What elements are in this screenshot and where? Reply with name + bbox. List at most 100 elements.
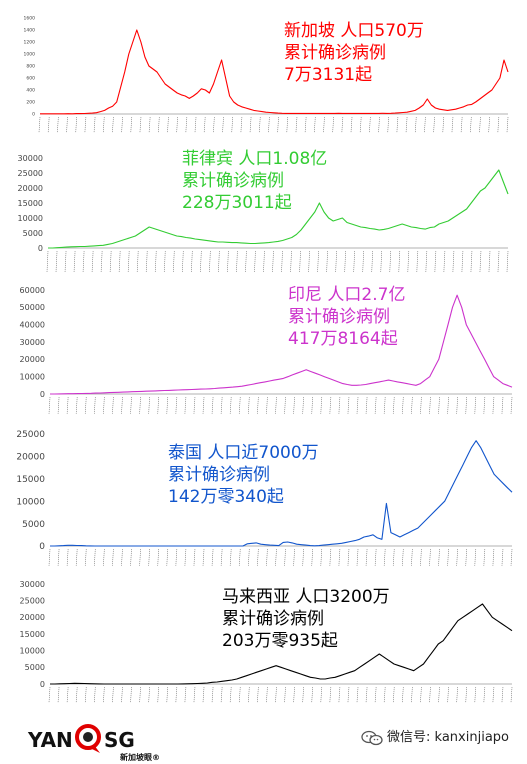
y-tick-label: 0 bbox=[32, 112, 35, 118]
x-tick-label bbox=[365, 686, 368, 703]
x-tick-label bbox=[275, 548, 277, 566]
x-tick-label bbox=[130, 686, 132, 703]
x-tick-label bbox=[338, 396, 341, 414]
x-tick-label bbox=[374, 686, 377, 703]
y-tick-label: 1200 bbox=[24, 40, 36, 46]
x-tick-label bbox=[371, 250, 374, 273]
x-tick-label bbox=[284, 548, 286, 566]
x-tick-label bbox=[157, 116, 160, 133]
x-tick-label bbox=[281, 250, 283, 273]
y-tick-label: 800 bbox=[26, 64, 35, 70]
x-tick-label bbox=[461, 250, 464, 273]
x-tick-label bbox=[335, 250, 337, 273]
x-tick-label bbox=[510, 686, 513, 703]
x-tick-label bbox=[148, 548, 150, 566]
x-tick-label bbox=[66, 396, 69, 414]
x-tick-label bbox=[121, 686, 123, 703]
y-tick-label: 1400 bbox=[24, 28, 36, 34]
x-tick-label bbox=[311, 548, 314, 566]
x-tick-label bbox=[130, 396, 132, 414]
x-tick-label bbox=[220, 686, 223, 703]
x-tick-label bbox=[465, 548, 468, 566]
logo-subtitle: 新加坡眼® bbox=[120, 753, 160, 762]
y-tick-label: 0 bbox=[39, 542, 45, 552]
logo-pin-icon bbox=[75, 724, 101, 753]
x-tick-label bbox=[304, 116, 307, 133]
x-tick-label bbox=[48, 686, 51, 703]
x-tick-label bbox=[378, 116, 380, 133]
x-tick-label bbox=[443, 250, 446, 273]
x-tick-label bbox=[320, 686, 323, 703]
x-tick-label bbox=[103, 548, 105, 566]
x-tick-label bbox=[347, 396, 350, 414]
x-tick-label bbox=[46, 250, 49, 273]
x-tick-label bbox=[396, 116, 399, 133]
chart-malaysia: 0 5000 10000 15000 20000 25000 30000 马来西亚 人口32… bbox=[0, 578, 527, 708]
x-tick-label bbox=[442, 116, 445, 133]
x-tick-label bbox=[64, 250, 67, 273]
x-tick-label bbox=[401, 548, 404, 566]
x-tick-label bbox=[317, 250, 319, 273]
y-tick-label: 200 bbox=[26, 100, 35, 106]
x-tick-label bbox=[356, 548, 359, 566]
x-tick-label bbox=[163, 250, 166, 273]
x-tick-label bbox=[258, 116, 261, 133]
x-tick-label bbox=[48, 548, 51, 566]
y-tick-label: 40000 bbox=[20, 320, 45, 329]
x-tick-label bbox=[193, 396, 196, 414]
annotation-country: 印尼 人口2.7亿 bbox=[288, 285, 406, 305]
x-tick-label bbox=[139, 548, 141, 566]
annotation-label: 累计确诊病例 bbox=[288, 307, 390, 327]
x-tick-label bbox=[103, 686, 105, 703]
x-tick-label bbox=[93, 116, 96, 133]
x-tick-label bbox=[483, 548, 486, 566]
x-tick-label bbox=[350, 116, 353, 133]
x-tick-label bbox=[209, 250, 211, 273]
x-tick-label bbox=[181, 250, 184, 273]
x-tick-label bbox=[203, 116, 206, 133]
x-tick-label bbox=[492, 548, 495, 566]
x-tick-label bbox=[245, 250, 247, 273]
x-tick-label bbox=[240, 116, 243, 133]
x-tick-label bbox=[229, 396, 232, 414]
x-tick-label bbox=[407, 250, 410, 273]
x-tick-label bbox=[112, 548, 114, 566]
x-tick-label bbox=[185, 116, 188, 133]
y-tick-label: 600 bbox=[26, 76, 35, 82]
x-tick-label bbox=[392, 686, 395, 703]
y-tick-label: 1600 bbox=[24, 16, 36, 22]
x-tick-label bbox=[266, 548, 268, 566]
x-tick-label bbox=[392, 396, 395, 414]
x-tick-label bbox=[238, 548, 241, 566]
y-tick-label: 1000 bbox=[24, 52, 36, 58]
x-tick-label bbox=[326, 250, 328, 273]
x-tick-label bbox=[401, 396, 404, 414]
x-tick-label bbox=[254, 250, 256, 273]
x-tick-label bbox=[238, 686, 241, 703]
x-tick-label bbox=[75, 686, 78, 703]
y-tick-label: 5000 bbox=[23, 229, 43, 238]
x-tick-label bbox=[211, 686, 214, 703]
x-tick-label bbox=[213, 116, 215, 133]
x-tick-label bbox=[184, 548, 187, 566]
y-tick-label: 25000 bbox=[18, 169, 43, 178]
x-tick-label bbox=[191, 250, 193, 273]
annotation-label: 累计确诊病例 bbox=[182, 171, 284, 191]
chart-svg: 0 200 400 600 800 1000 1200 1400 1600 bbox=[24, 16, 509, 133]
x-tick-label bbox=[329, 548, 332, 566]
x-tick-label bbox=[47, 116, 50, 133]
x-tick-label bbox=[82, 250, 85, 273]
x-tick-label bbox=[474, 686, 477, 703]
x-tick-label bbox=[257, 396, 259, 414]
x-tick-label bbox=[286, 116, 289, 133]
x-tick-label bbox=[112, 116, 114, 133]
x-tick-label bbox=[483, 686, 486, 703]
x-tick-label bbox=[166, 396, 169, 414]
x-tick-label bbox=[338, 548, 341, 566]
x-tick-label bbox=[139, 686, 141, 703]
x-tick-label bbox=[148, 686, 150, 703]
x-tick-label bbox=[332, 116, 334, 133]
x-tick-label bbox=[479, 116, 481, 133]
annotation-country: 马来西亚 人口3200万 bbox=[222, 587, 390, 607]
x-tick-label bbox=[236, 250, 238, 273]
